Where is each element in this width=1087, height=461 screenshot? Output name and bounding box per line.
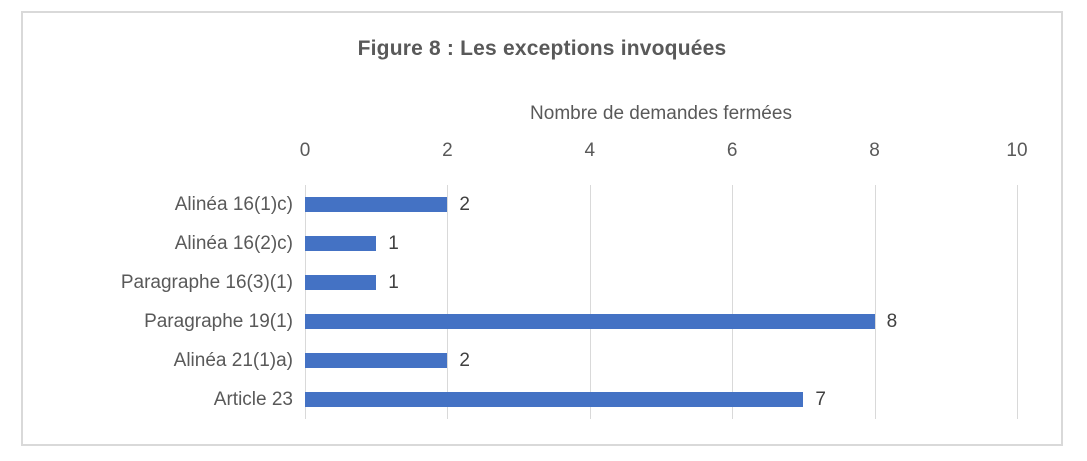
gridline — [874, 185, 876, 419]
x-tick-label: 8 — [869, 140, 880, 161]
gridline — [732, 185, 734, 419]
x-tick-label: 10 — [1006, 140, 1028, 161]
bar — [305, 275, 377, 290]
chart-frame: Figure 8 : Les exceptions invoquées Nomb… — [21, 11, 1063, 446]
bar — [305, 314, 875, 329]
category-label: Paragraphe 19(1) — [144, 311, 293, 332]
bar — [305, 197, 448, 212]
gridline — [589, 185, 591, 419]
value-label: 7 — [815, 389, 826, 410]
category-label: Alinéa 21(1)a) — [173, 350, 293, 371]
value-label: 1 — [388, 272, 399, 293]
gridline — [447, 185, 449, 419]
bar — [305, 236, 377, 251]
category-label: Alinéa 16(1)c) — [174, 194, 293, 215]
chart-title: Figure 8 : Les exceptions invoquées — [357, 37, 727, 60]
value-label: 2 — [459, 350, 470, 371]
bar — [305, 353, 448, 368]
x-tick-label: 2 — [442, 140, 453, 161]
category-label: Paragraphe 16(3)(1) — [120, 272, 293, 293]
category-label: Alinéa 16(2)c) — [174, 233, 293, 254]
x-tick-label: 4 — [584, 140, 596, 161]
x-tick-label: 0 — [299, 140, 311, 161]
gridline — [305, 185, 306, 419]
bar — [305, 392, 804, 407]
category-label: Article 23 — [213, 389, 293, 410]
x-tick-label: 6 — [726, 140, 738, 161]
value-label: 8 — [886, 311, 898, 332]
gridline — [1017, 185, 1018, 419]
value-label: 2 — [459, 194, 470, 215]
x-axis-title: Nombre de demandes fermées — [530, 103, 792, 124]
value-label: 1 — [388, 233, 399, 254]
